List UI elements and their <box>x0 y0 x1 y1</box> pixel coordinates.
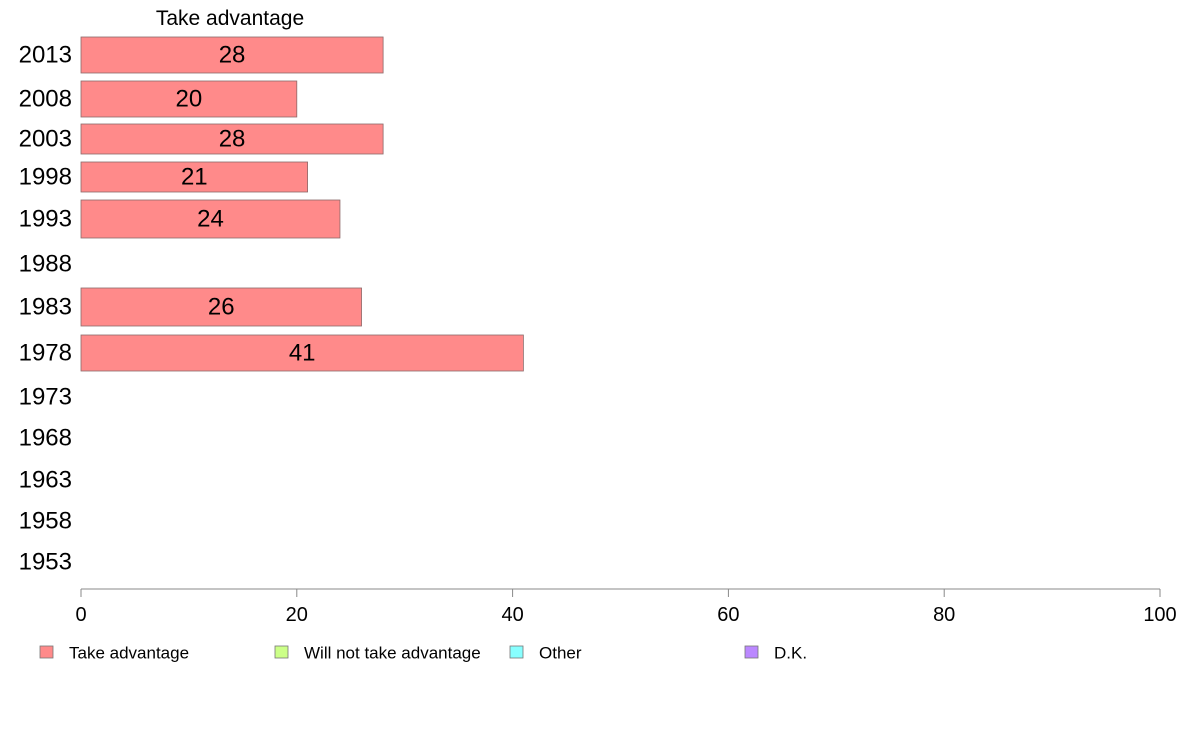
category-label-1963: 1963 <box>19 467 72 494</box>
category-label-1968: 1968 <box>19 425 72 452</box>
bar-2003 <box>80 123 384 155</box>
category-labels: 2013 2008 2003 1998 1993 1988 1983 1978 1973 1968… <box>19 42 72 576</box>
category-label-2008: 2008 <box>19 86 72 113</box>
category-label-1993: 1993 <box>19 206 72 233</box>
category-label-1958: 1958 <box>19 508 72 535</box>
bar-2008 <box>80 80 298 118</box>
x-tick-label-60: 60 <box>717 604 739 626</box>
x-tick-label-0: 0 <box>75 604 86 626</box>
data-label-2008: 20 <box>176 86 203 113</box>
category-label-1973: 1973 <box>19 384 72 411</box>
legend: Take advantage Will not take advantage Oth… <box>39 644 807 663</box>
category-label-1983: 1983 <box>19 294 72 321</box>
legend-swatch-1 <box>39 645 54 659</box>
legend-swatch-2 <box>274 645 289 659</box>
data-label-2003: 28 <box>219 126 246 153</box>
category-label-1988: 1988 <box>19 251 72 278</box>
legend-label-1: Take advantage <box>69 644 189 663</box>
bar-2013 <box>80 36 384 74</box>
legend-label-2: Will not take advantage <box>304 644 481 663</box>
category-label-1998: 1998 <box>19 164 72 191</box>
bar-1983 <box>80 287 362 327</box>
data-label-2013: 28 <box>219 42 246 69</box>
category-label-1978: 1978 <box>19 340 72 367</box>
category-label-2013: 2013 <box>19 42 72 69</box>
data-label-1993: 24 <box>197 206 224 233</box>
data-label-1983: 26 <box>208 294 235 321</box>
category-label-2003: 2003 <box>19 126 72 153</box>
bar-1993 <box>80 199 341 239</box>
bars: 28 20 28 21 24 26 41 <box>80 36 524 372</box>
x-tick-label-20: 20 <box>286 604 308 626</box>
data-label-1998: 21 <box>181 164 208 191</box>
legend-label-4: D.K. <box>774 644 807 663</box>
data-label-1978: 41 <box>289 340 316 367</box>
x-tick-label-80: 80 <box>933 604 955 626</box>
legend-label-3: Other <box>539 644 582 663</box>
bar-1998 <box>80 161 308 193</box>
chart-title: Take advantage <box>156 7 304 30</box>
x-tick-label-100: 100 <box>1143 604 1176 626</box>
bar-1978 <box>80 334 524 372</box>
legend-swatch-4 <box>744 645 759 659</box>
x-tick-label-40: 40 <box>501 604 523 626</box>
category-label-1953: 1953 <box>19 549 72 576</box>
x-axis: 0 20 40 60 80 100 <box>75 588 1177 626</box>
legend-swatch-3 <box>509 645 524 659</box>
title-layer: Take advantage <box>156 7 304 30</box>
